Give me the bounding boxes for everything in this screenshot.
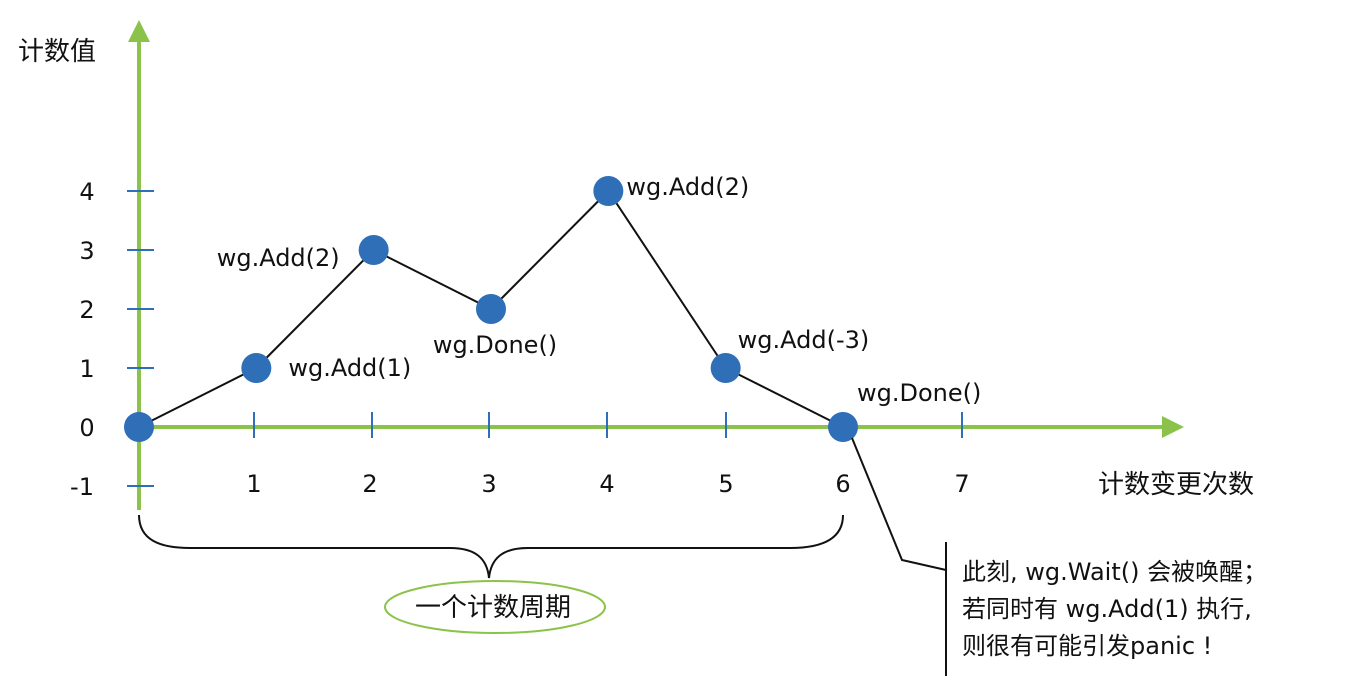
y-ticks: 4 3 2 1 0 -1 [70,178,154,501]
callout-line-3: 则很有可能引发panic ! [962,632,1212,660]
point-annotation: wg.Done() [857,379,981,407]
data-point [359,235,389,265]
cycle-label: 一个计数周期 [415,593,571,623]
y-tick-label: 3 [79,237,94,265]
y-tick-label: 0 [79,414,94,442]
x-tick-label: 5 [718,470,733,498]
x-tick-label: 3 [481,470,496,498]
y-tick-label: 4 [79,178,94,206]
y-tick-label: 2 [79,296,94,324]
point-annotation: wg.Add(-3) [738,326,870,354]
y-tick-label: -1 [70,473,94,501]
x-tick-label: 6 [835,470,850,498]
data-point [828,412,858,442]
x-tick-label: 4 [599,470,614,498]
y-axis-title: 计数值 [18,37,96,67]
data-point [124,412,154,442]
y-tick-label: 1 [79,355,94,383]
data-point [476,294,506,324]
x-tick-label: 1 [246,470,261,498]
data-point [711,353,741,383]
x-tick-label: 2 [362,470,377,498]
data-point [241,353,271,383]
x-ticks: 1 2 3 4 5 6 7 [246,412,969,498]
point-annotation: wg.Done() [433,331,557,359]
point-annotation: wg.Add(1) [288,354,411,382]
cycle-brace [139,515,843,578]
series-layer: wg.Add(1) wg.Add(2) wg.Done() wg.Add(2) wg.A… [124,173,981,442]
callout-pointer [852,438,946,570]
point-annotation: wg.Add(2) [626,173,749,201]
point-annotation: wg.Add(2) [217,244,340,272]
data-point [593,176,623,206]
x-axis-arrow [1162,416,1184,438]
x-axis-title: 计数变更次数 [1098,470,1254,500]
callout-line-2: 若同时有 wg.Add(1) 执行, [962,595,1252,623]
x-tick-label: 7 [954,470,969,498]
callout-line-1: 此刻, wg.Wait() 会被唤醒； [962,558,1267,586]
y-axis-arrow [128,20,150,42]
